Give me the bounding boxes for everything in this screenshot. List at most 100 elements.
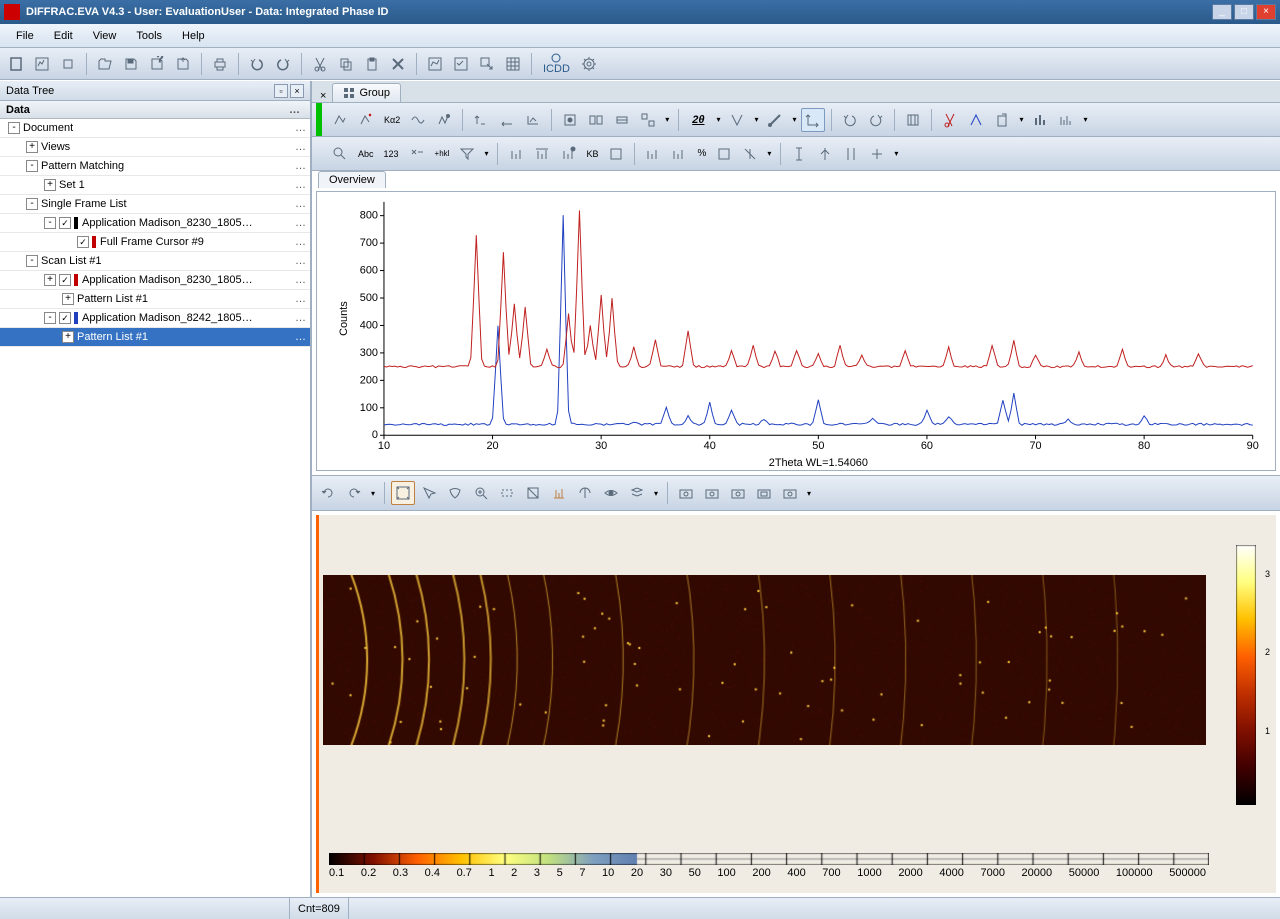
select-region-icon[interactable] (443, 481, 467, 505)
tree-checkbox[interactable]: ✓ (77, 236, 89, 248)
tool-1-icon[interactable] (328, 108, 352, 132)
bars-2-icon[interactable] (530, 142, 554, 166)
toolbar-overflow-1[interactable]: ▾ (662, 115, 672, 124)
tree-row-menu[interactable]: … (291, 236, 310, 248)
export-peak-icon[interactable] (990, 108, 1014, 132)
tree-row-menu[interactable]: … (291, 179, 310, 191)
open-icon[interactable] (93, 52, 117, 76)
layers-icon[interactable] (625, 481, 649, 505)
tool-2-icon[interactable] (354, 108, 378, 132)
tree-row[interactable]: +✓Application Madison_8230_1805…… (0, 271, 310, 290)
peak-list-icon[interactable] (1028, 108, 1052, 132)
axis-tool-2-icon[interactable] (763, 108, 787, 132)
tree-checkbox[interactable]: ✓ (59, 312, 71, 324)
axis-tool-3-icon[interactable] (801, 108, 825, 132)
panel-close-icon[interactable]: × (290, 84, 304, 98)
tool-6-icon[interactable] (469, 108, 493, 132)
cursor-3-icon[interactable] (839, 142, 863, 166)
tree-toggle[interactable]: - (26, 255, 38, 267)
camera-1-icon[interactable] (674, 481, 698, 505)
tree-row[interactable]: ✓Full Frame Cursor #9… (0, 233, 310, 252)
fit-icon[interactable] (391, 481, 415, 505)
menu-help[interactable]: Help (172, 27, 215, 45)
pattern-3-icon[interactable] (712, 142, 736, 166)
tree-row[interactable]: -Pattern Matching… (0, 157, 310, 176)
tree-row-menu[interactable]: … (291, 160, 310, 172)
tab-overview[interactable]: Overview (318, 171, 386, 188)
bars-4-icon[interactable] (604, 142, 628, 166)
tree-toggle[interactable]: + (44, 274, 56, 286)
tool-7-icon[interactable] (495, 108, 519, 132)
two-theta-button[interactable]: 2θ (685, 108, 711, 132)
peak-pattern-icon[interactable] (1054, 108, 1078, 132)
cursor-select-icon[interactable] (475, 52, 499, 76)
pattern-2-icon[interactable] (667, 142, 691, 166)
tree-row-menu[interactable]: … (291, 141, 310, 153)
tool-12-icon[interactable] (636, 108, 660, 132)
tree-toggle[interactable]: - (26, 160, 38, 172)
settings-icon[interactable] (577, 52, 601, 76)
tree-checkbox[interactable]: ✓ (59, 217, 71, 229)
cursor-1-icon[interactable] (787, 142, 811, 166)
tree-toggle[interactable]: - (44, 217, 56, 229)
menu-edit[interactable]: Edit (44, 27, 83, 45)
new-chart-icon[interactable] (30, 52, 54, 76)
cut-icon[interactable] (308, 52, 332, 76)
select-point-icon[interactable] (417, 481, 441, 505)
redo-icon[interactable] (271, 52, 295, 76)
tool-8-icon[interactable] (521, 108, 545, 132)
tree-row-menu[interactable]: … (291, 217, 310, 229)
tree-row[interactable]: +Views… (0, 138, 310, 157)
tree-row-menu[interactable]: … (291, 331, 310, 343)
new-item-icon[interactable] (56, 52, 80, 76)
123-icon[interactable]: 123 (380, 142, 403, 166)
tab-close-icon[interactable]: × (314, 90, 332, 102)
export-icon[interactable] (171, 52, 195, 76)
save-icon[interactable] (119, 52, 143, 76)
menu-view[interactable]: View (83, 27, 127, 45)
tool-10-icon[interactable] (584, 108, 608, 132)
undo-icon[interactable] (245, 52, 269, 76)
chart-tool-icon[interactable] (423, 52, 447, 76)
tab-group[interactable]: Group (332, 83, 401, 102)
rotate-1-icon[interactable] (316, 481, 340, 505)
mask-2-icon[interactable] (573, 481, 597, 505)
pattern-4-icon[interactable] (738, 142, 762, 166)
tree-row[interactable]: +Pattern List #1… (0, 328, 310, 347)
delete-icon[interactable] (386, 52, 410, 76)
zoom-icon[interactable] (469, 481, 493, 505)
cut-peak-icon[interactable] (938, 108, 962, 132)
tree-toggle[interactable]: + (62, 293, 74, 305)
camera-2-icon[interactable] (700, 481, 724, 505)
two-theta-dropdown[interactable]: ▾ (713, 115, 723, 124)
tool-9-icon[interactable] (558, 108, 582, 132)
pattern-1-icon[interactable] (641, 142, 665, 166)
tree-toggle[interactable]: + (62, 331, 74, 343)
rect-select-icon[interactable] (495, 481, 519, 505)
diffraction-image[interactable] (323, 575, 1206, 745)
maximize-button[interactable]: □ (1234, 4, 1254, 20)
undo-chart-icon[interactable] (838, 108, 862, 132)
minimize-button[interactable]: _ (1212, 4, 1232, 20)
data-tree[interactable]: -Document…+Views…-Pattern Matching…+Set … (0, 119, 310, 897)
rotate-2-icon[interactable] (342, 481, 366, 505)
peak-tool-icon[interactable] (964, 108, 988, 132)
print-icon[interactable] (208, 52, 232, 76)
cursor-2-icon[interactable] (813, 142, 837, 166)
tool-11-icon[interactable] (610, 108, 634, 132)
match-icon[interactable] (405, 142, 429, 166)
menu-file[interactable]: File (6, 27, 44, 45)
percent-icon[interactable]: % (693, 142, 710, 166)
tree-row[interactable]: +Set 1… (0, 176, 310, 195)
hkl-icon[interactable]: +hkl (431, 142, 454, 166)
checklist-icon[interactable] (449, 52, 473, 76)
tree-row-menu[interactable]: … (291, 274, 310, 286)
tree-row-menu[interactable]: … (291, 122, 310, 134)
icdd-icon[interactable]: ICDD (538, 52, 575, 76)
mask-1-icon[interactable] (521, 481, 545, 505)
tool-ka2-icon[interactable]: Kα2 (380, 108, 404, 132)
xrd-chart[interactable]: 0100200300400500600700800102030405060708… (316, 191, 1276, 471)
tree-row[interactable]: +Pattern List #1… (0, 290, 310, 309)
data-header-menu[interactable]: … (285, 104, 304, 116)
camera-5-icon[interactable] (778, 481, 802, 505)
